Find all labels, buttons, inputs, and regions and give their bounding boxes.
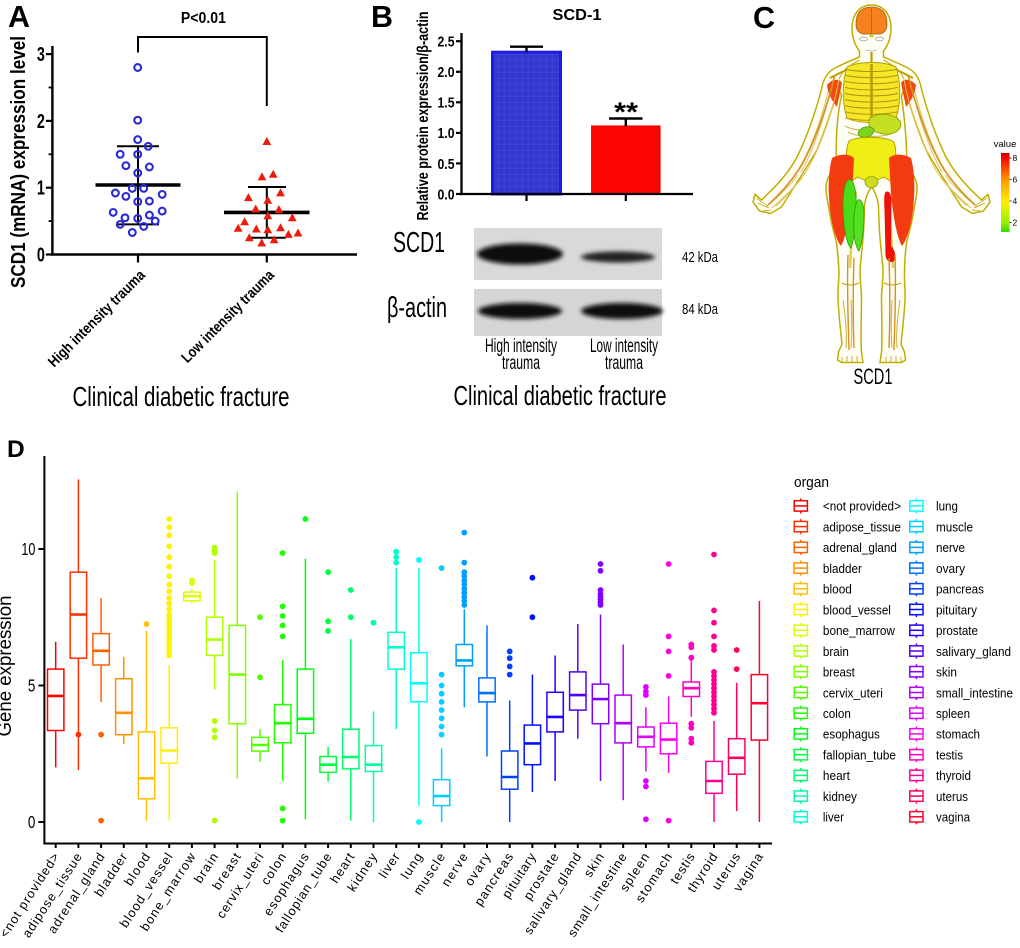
svg-text:trauma: trauma <box>502 353 540 374</box>
svg-text:pancreas: pancreas <box>936 582 984 597</box>
svg-text:bone_marrow: bone_marrow <box>823 623 896 638</box>
svg-text:uterus: uterus <box>936 789 968 804</box>
svg-text:**: ** <box>614 97 639 127</box>
svg-text:spleen: spleen <box>936 706 970 721</box>
svg-text:trauma: trauma <box>605 353 643 374</box>
svg-text:lung: lung <box>936 499 958 514</box>
svg-text:vagina: vagina <box>936 810 971 825</box>
svg-text:Clinical diabetic fracture: Clinical diabetic fracture <box>73 381 290 412</box>
svg-text:nerve: nerve <box>936 540 965 555</box>
svg-text:salivary_gland: salivary_gland <box>936 644 1011 659</box>
svg-text:skin: skin <box>936 665 957 680</box>
svg-text:C: C <box>753 1 775 35</box>
svg-text:D: D <box>7 436 25 463</box>
svg-text:breast: breast <box>823 665 855 680</box>
svg-text:adipose_tissue: adipose_tissue <box>823 519 901 534</box>
svg-text:value: value <box>994 139 1017 150</box>
svg-text:liver: liver <box>823 810 845 825</box>
svg-text:2: 2 <box>37 111 45 133</box>
svg-text:2: 2 <box>1013 218 1018 228</box>
svg-text:Clinical diabetic fracture: Clinical diabetic fracture <box>454 380 667 411</box>
svg-text:colon: colon <box>823 706 851 721</box>
svg-text:42 kDa: 42 kDa <box>682 249 718 266</box>
svg-text:High intensity: High intensity <box>485 336 557 357</box>
svg-text:A: A <box>8 0 30 34</box>
svg-text:0: 0 <box>37 245 45 267</box>
svg-text:muscle: muscle <box>936 519 973 534</box>
svg-text:3: 3 <box>37 44 45 66</box>
svg-text:1: 1 <box>37 178 45 200</box>
svg-text:4: 4 <box>1013 196 1018 206</box>
svg-text:ovary: ovary <box>936 561 965 576</box>
svg-text:stomach: stomach <box>936 727 980 742</box>
svg-text:6: 6 <box>1013 175 1018 185</box>
svg-text:Low intensity: Low intensity <box>590 336 658 357</box>
svg-text:0.0: 0.0 <box>438 186 455 203</box>
svg-text:8: 8 <box>1013 153 1018 163</box>
svg-text:organ: organ <box>794 475 829 491</box>
svg-text:Relative protein expression/β-: Relative protein expression/β-actin <box>415 12 432 221</box>
svg-text:<not provided>: <not provided> <box>823 499 901 514</box>
svg-text:adrenal_gland: adrenal_gland <box>823 540 897 555</box>
svg-text:small_intestine: small_intestine <box>936 685 1013 700</box>
svg-text:Gene expression: Gene expression <box>0 596 16 737</box>
svg-text:β-actin: β-actin <box>387 292 447 324</box>
svg-text:heart: heart <box>823 768 850 783</box>
svg-text:0: 0 <box>28 812 36 832</box>
svg-text:1.0: 1.0 <box>438 125 455 142</box>
svg-text:1.5: 1.5 <box>438 95 455 112</box>
svg-text:10: 10 <box>21 539 35 559</box>
svg-text:cervix_uteri: cervix_uteri <box>823 685 883 700</box>
svg-text:SCD-1: SCD-1 <box>553 7 602 24</box>
svg-text:bladder: bladder <box>823 561 863 576</box>
svg-text:blood: blood <box>823 582 852 597</box>
svg-text:esophagus: esophagus <box>823 727 880 742</box>
svg-text:P<0.01: P<0.01 <box>181 10 226 27</box>
svg-text:pituitary: pituitary <box>936 602 977 617</box>
svg-text:blood_vessel: blood_vessel <box>823 602 891 617</box>
svg-text:5: 5 <box>28 676 36 696</box>
svg-text:kidney: kidney <box>823 789 857 804</box>
svg-text:SCD1 (mRNA) expression level: SCD1 (mRNA) expression level <box>8 36 30 288</box>
svg-text:brain: brain <box>823 644 849 659</box>
svg-text:2.5: 2.5 <box>438 34 455 51</box>
svg-text:84 kDa: 84 kDa <box>682 301 718 318</box>
svg-text:SCD1: SCD1 <box>393 227 445 259</box>
svg-text:testis: testis <box>936 748 963 763</box>
svg-text:fallopian_tube: fallopian_tube <box>823 748 896 763</box>
svg-text:thyroid: thyroid <box>936 768 971 783</box>
svg-text:B: B <box>371 0 393 34</box>
svg-text:SCD1: SCD1 <box>854 364 893 389</box>
svg-text:0.5: 0.5 <box>438 156 455 173</box>
svg-text:prostate: prostate <box>936 623 978 638</box>
svg-text:2.0: 2.0 <box>438 64 455 81</box>
